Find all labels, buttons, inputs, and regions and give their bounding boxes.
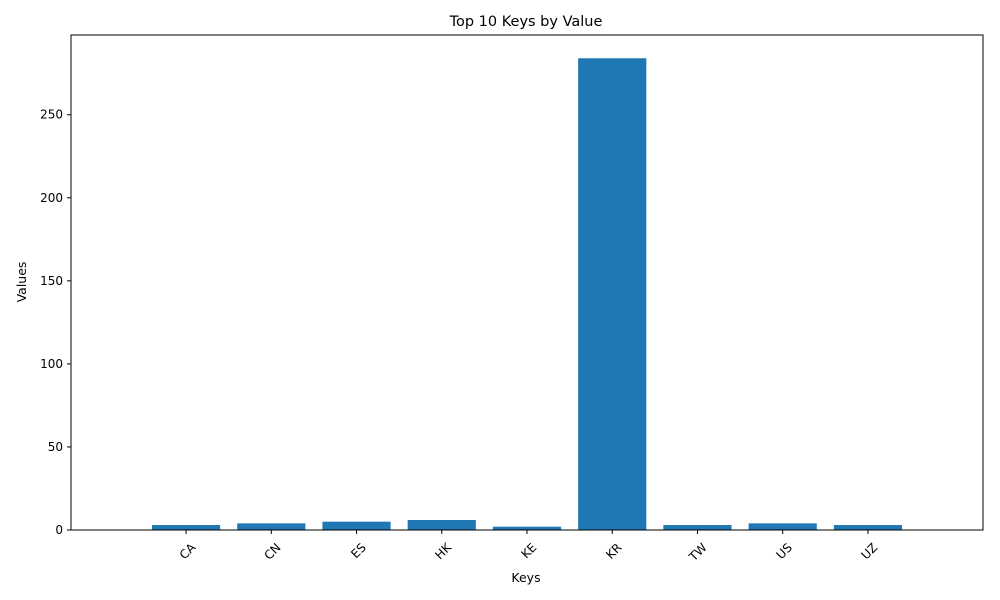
- chart-title: Top 10 Keys by Value: [449, 14, 603, 30]
- bar-cn: [237, 523, 306, 530]
- y-tick-label: 100: [40, 357, 63, 371]
- bar-tw: [663, 525, 732, 530]
- bar-kr: [578, 58, 647, 530]
- bar-uz: [833, 525, 903, 530]
- x-tick-label: TW: [686, 540, 710, 564]
- y-axis-ticks: 0 50 100 150 200 250: [40, 108, 71, 537]
- x-axis-label: Keys: [511, 570, 540, 585]
- x-tick-label: ES: [348, 540, 369, 561]
- x-tick-label: HK: [432, 540, 455, 563]
- x-tick-label: UZ: [858, 540, 880, 562]
- plot-frame: [70, 34, 984, 531]
- x-tick-label: KR: [603, 540, 624, 561]
- x-tick-label: KE: [519, 540, 540, 561]
- x-tick-label: US: [774, 540, 796, 562]
- x-tick-label: CN: [261, 540, 283, 562]
- y-tick-label: 0: [55, 523, 63, 537]
- bar-ca: [151, 525, 221, 530]
- bars-group: [151, 58, 903, 530]
- bar-hk: [407, 520, 476, 530]
- y-tick-label: 50: [48, 440, 63, 454]
- y-tick-label: 200: [40, 191, 63, 205]
- bar-us: [748, 523, 817, 530]
- y-tick-label: 250: [40, 108, 63, 122]
- bar-ke: [492, 526, 562, 530]
- x-tick-label: CA: [177, 540, 199, 562]
- y-tick-label: 150: [40, 274, 63, 288]
- bar-es: [322, 521, 391, 530]
- y-axis-label: Values: [14, 262, 29, 303]
- x-axis-ticks: CA CN ES HK KE KR TW US UZ: [177, 530, 880, 565]
